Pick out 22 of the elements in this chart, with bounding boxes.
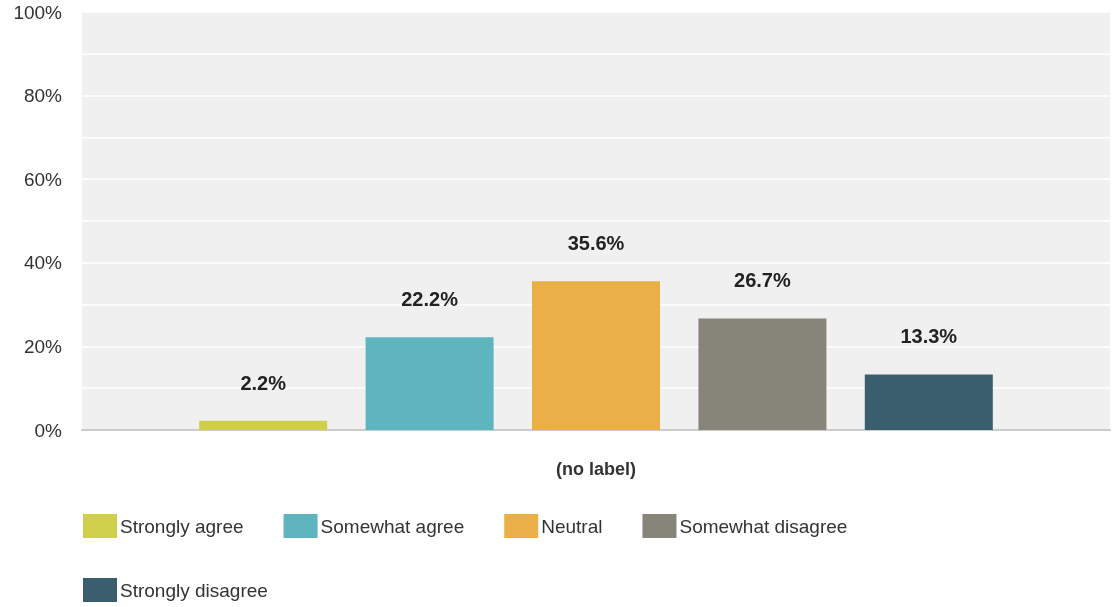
bar [532, 281, 660, 430]
legend-label: Neutral [541, 515, 603, 537]
bar [365, 337, 494, 430]
bar [199, 420, 328, 430]
y-tick-label: 0% [34, 419, 63, 441]
data-label: 13.3% [900, 325, 958, 348]
legend-label: Somewhat agree [320, 515, 465, 537]
data-label: 22.2% [401, 288, 459, 311]
legend-label: Somewhat disagree [679, 515, 848, 537]
legend-label: Strongly agree [120, 515, 244, 537]
x-tick-label: (no label) [556, 459, 636, 479]
legend-label: Strongly disagree [120, 579, 268, 601]
y-tick-label: 20% [23, 335, 63, 357]
data-label: 26.7% [734, 269, 791, 292]
y-tick-label: 80% [23, 85, 63, 107]
data-label: 35.6% [567, 232, 625, 255]
bar [698, 318, 827, 430]
data-label: 2.2% [240, 371, 287, 394]
bar [864, 374, 993, 430]
y-tick-label: 100% [13, 1, 63, 23]
y-tick-label: 60% [23, 168, 63, 190]
y-tick-label: 40% [23, 252, 63, 274]
